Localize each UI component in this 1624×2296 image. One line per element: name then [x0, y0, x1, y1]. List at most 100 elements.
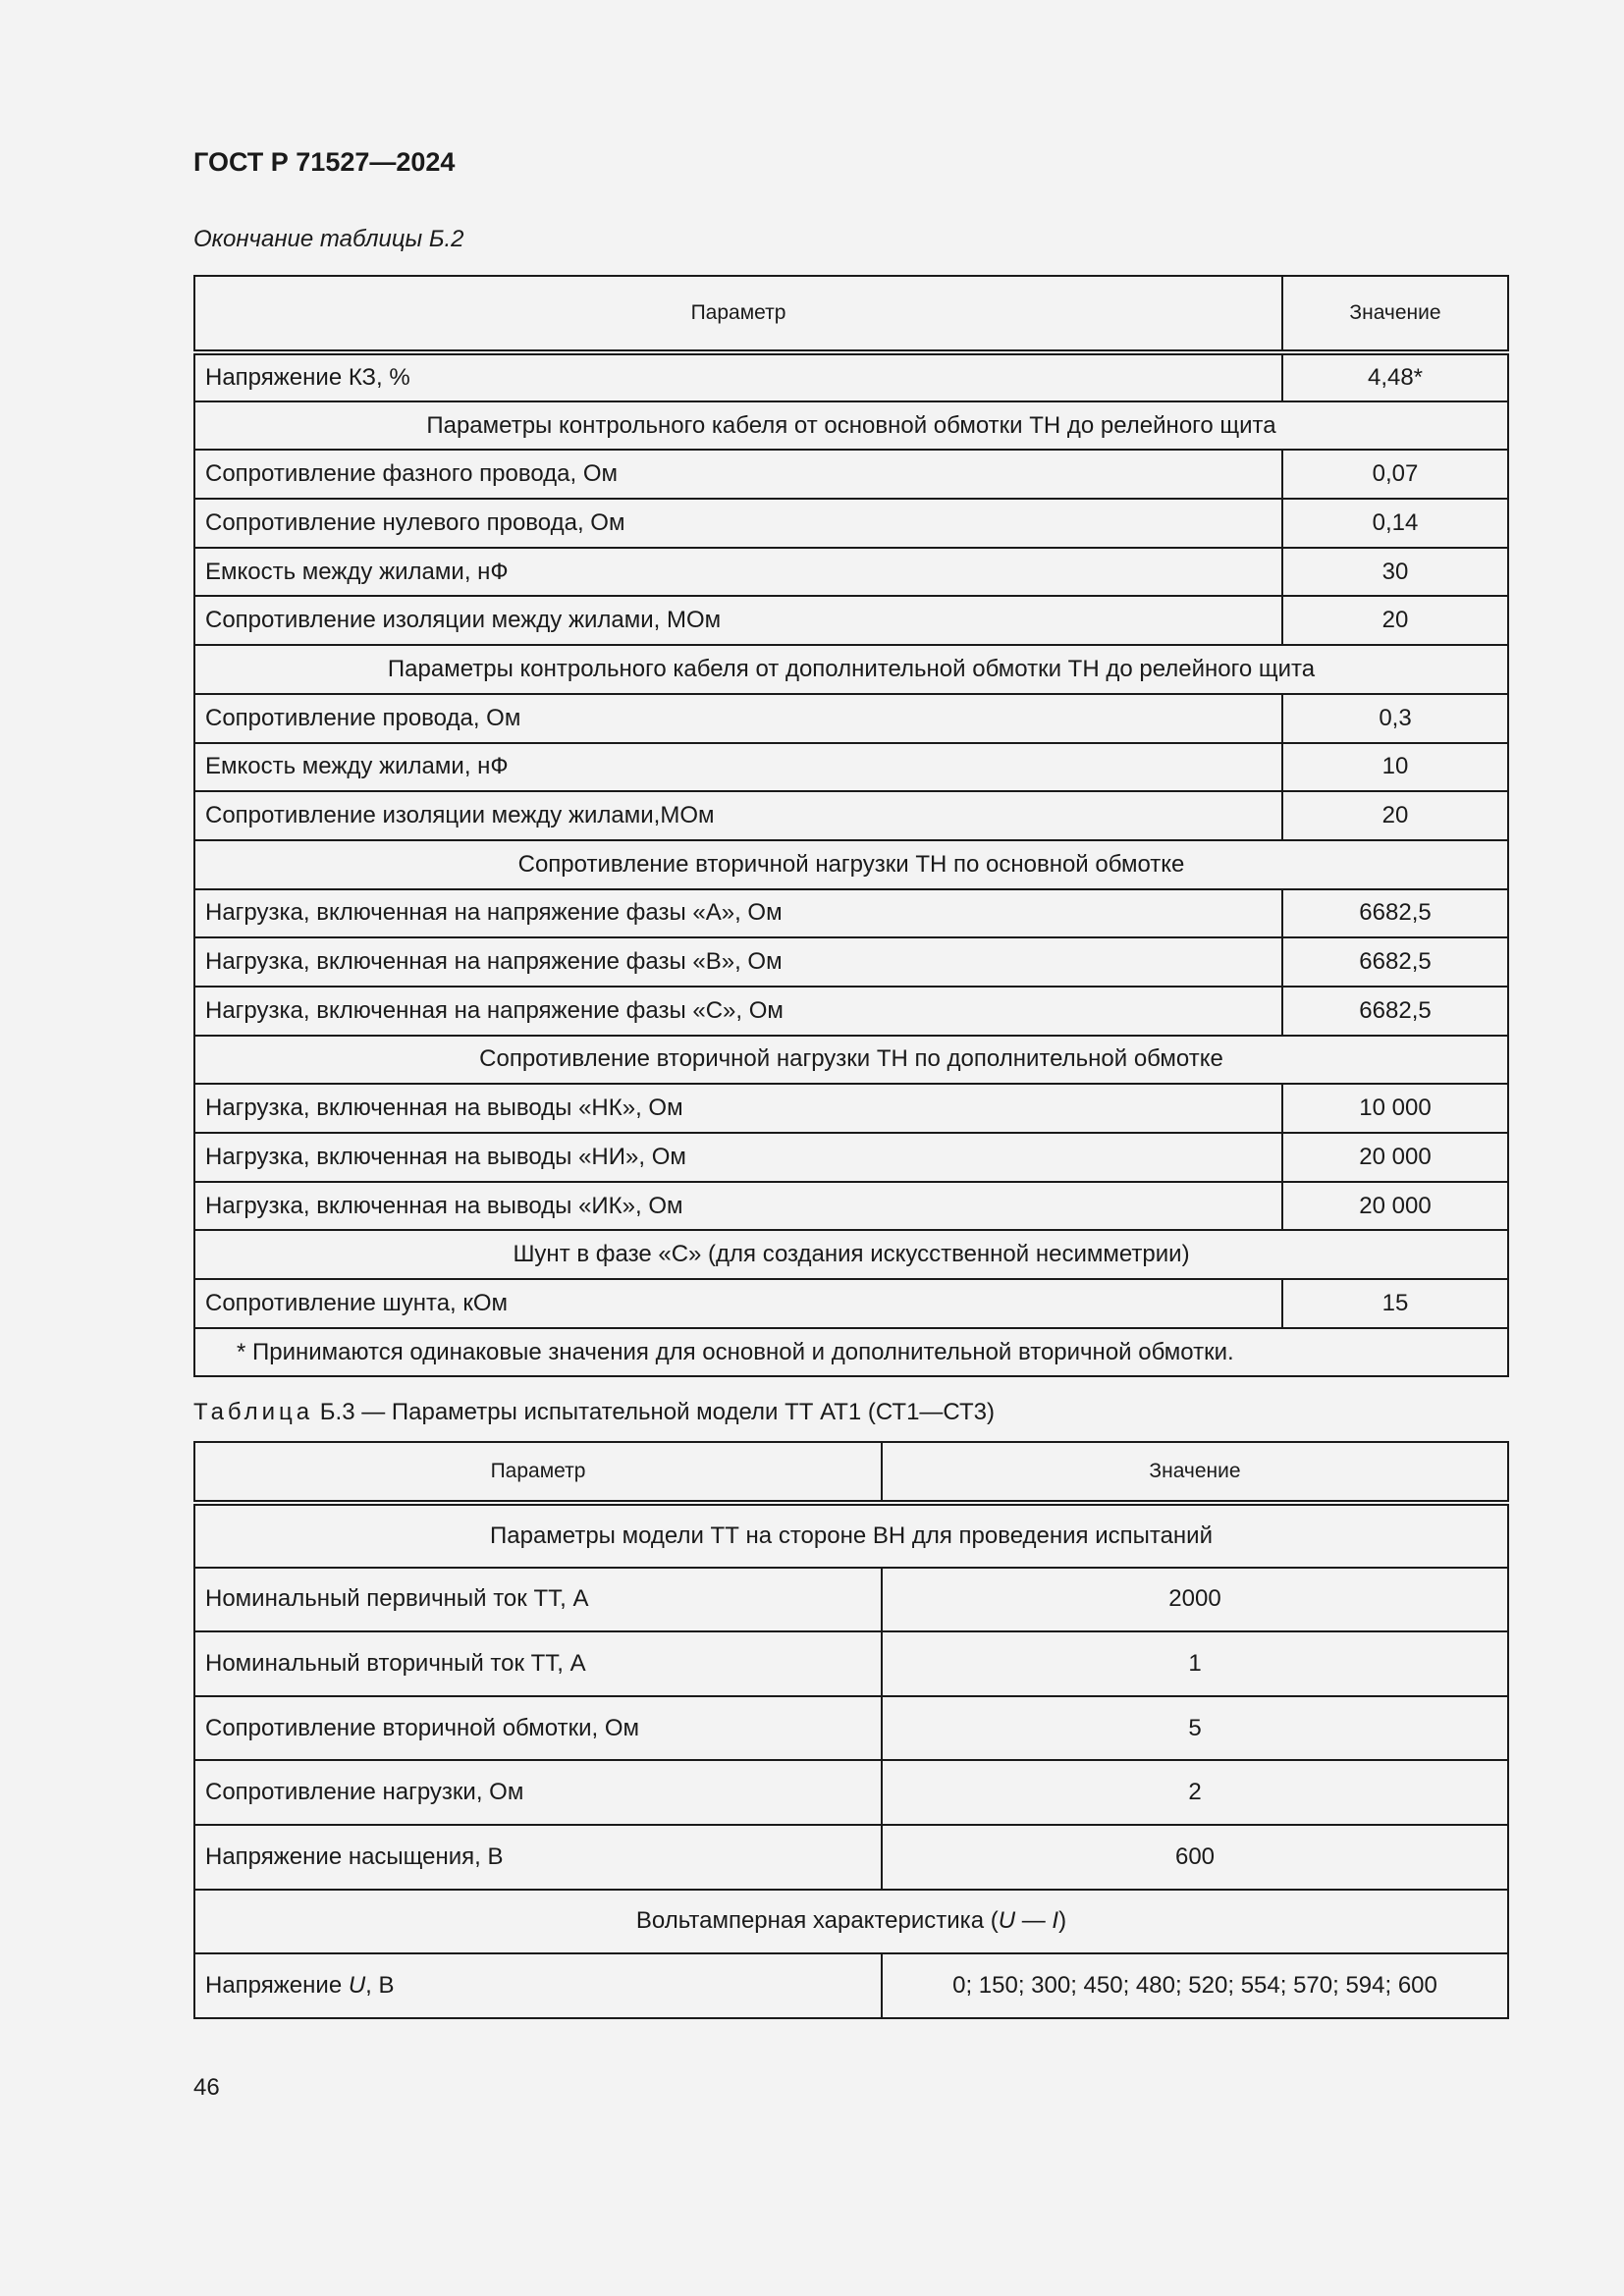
- table-row: Сопротивление нагрузки, Ом 2: [193, 1759, 1509, 1826]
- dash: —: [1015, 1907, 1053, 1935]
- param-cell: Нагрузка, включенная на выводы «НК», Ом: [193, 1083, 1283, 1134]
- param-cell: Нагрузка, включенная на напряжение фазы …: [193, 936, 1283, 988]
- value-cell: 5: [881, 1694, 1509, 1762]
- table-row: Нагрузка, включенная на напряжение фазы …: [193, 985, 1509, 1037]
- value-cell: 0,14: [1281, 498, 1509, 549]
- table-row: Сопротивление вторичной обмотки, Ом 5: [193, 1694, 1509, 1762]
- section-row: Параметры контрольного кабеля от основно…: [193, 400, 1509, 452]
- section-title: Сопротивление вторичной нагрузки ТН по о…: [193, 838, 1509, 890]
- param-cell: Сопротивление изоляции между жилами,МОм: [193, 790, 1283, 841]
- section-row: Сопротивление вторичной нагрузки ТН по о…: [193, 838, 1509, 890]
- table-row: Напряжение U, В 0; 150; 300; 450; 480; 5…: [193, 1952, 1509, 2019]
- value-cell: 0,3: [1281, 692, 1509, 744]
- table-row: Номинальный первичный ток ТТ, А 2000: [193, 1566, 1509, 1633]
- value-cell: 4,48*: [1281, 351, 1509, 402]
- value-cell: 20: [1281, 595, 1509, 647]
- section-text-end: ): [1058, 1907, 1067, 1935]
- table-row: Нагрузка, включенная на напряжение фазы …: [193, 936, 1509, 988]
- section-title: Параметры контрольного кабеля от дополни…: [193, 644, 1509, 695]
- param-cell: Напряжение U, В: [193, 1952, 883, 2019]
- caption-text: Б.3 — Параметры испытательной модели ТТ …: [319, 1399, 995, 1425]
- footnote-row: * Принимаются одинаковые значения для ос…: [193, 1326, 1509, 1378]
- table-row: Сопротивление фазного провода, Ом 0,07: [193, 449, 1509, 501]
- value-cell: 6682,5: [1281, 936, 1509, 988]
- table-row: Нагрузка, включенная на напряжение фазы …: [193, 887, 1509, 939]
- table-row: Сопротивление изоляции между жилами, МОм…: [193, 595, 1509, 647]
- param-cell: Номинальный первичный ток ТТ, А: [193, 1566, 883, 1633]
- param-cell: Сопротивление изоляции между жилами, МОм: [193, 595, 1283, 647]
- value-cell: 20 000: [1281, 1132, 1509, 1183]
- column-header-value: Значение: [881, 1441, 1509, 1506]
- document-title: ГОСТ Р 71527—2024: [193, 147, 456, 177]
- table-row: Сопротивление изоляции между жилами,МОм 2…: [193, 790, 1509, 841]
- value-cell: 600: [881, 1823, 1509, 1891]
- value-cell: 2000: [881, 1566, 1509, 1633]
- table-b3: Параметр Значение Параметры модели ТТ на…: [193, 1441, 1509, 2019]
- section-title: Вольтамперная характеристика (U — I): [193, 1888, 1509, 1955]
- table-continuation-caption: Окончание таблицы Б.2: [193, 226, 464, 252]
- value-cell: 6682,5: [1281, 887, 1509, 939]
- table-row: Нагрузка, включенная на выводы «НК», Ом 1…: [193, 1083, 1509, 1134]
- param-cell: Напряжение насыщения, В: [193, 1823, 883, 1891]
- symbol-i: I: [1052, 1907, 1059, 1935]
- table-row: Сопротивление провода, Ом 0,3: [193, 692, 1509, 744]
- table-row: Емкость между жилами, нФ 30: [193, 546, 1509, 598]
- table-header-row: Параметр Значение: [193, 1441, 1509, 1506]
- param-cell: Нагрузка, включенная на выводы «ИК», Ом: [193, 1180, 1283, 1232]
- table-row: Сопротивление нулевого провода, Ом 0,14: [193, 498, 1509, 549]
- table-header-row: Параметр Значение: [193, 275, 1509, 355]
- param-cell: Нагрузка, включенная на напряжение фазы …: [193, 985, 1283, 1037]
- table-row: Нагрузка, включенная на выводы «ИК», Ом 2…: [193, 1180, 1509, 1232]
- column-header-value: Значение: [1281, 275, 1509, 355]
- symbol-u: U: [348, 1971, 366, 1999]
- table-row: Напряжение насыщения, В 600: [193, 1823, 1509, 1891]
- footnote: * Принимаются одинаковые значения для ос…: [193, 1326, 1509, 1378]
- section-row: Шунт в фазе «С» (для создания искусствен…: [193, 1229, 1509, 1281]
- caption-label: Таблица: [193, 1399, 314, 1425]
- section-row: Вольтамперная характеристика (U — I): [193, 1888, 1509, 1955]
- section-title: Параметры модели ТТ на стороне ВН для пр…: [193, 1502, 1509, 1569]
- param-cell: Нагрузка, включенная на выводы «НИ», Ом: [193, 1132, 1283, 1183]
- table-row: Напряжение КЗ, % 4,48*: [193, 351, 1509, 402]
- value-cell: 15: [1281, 1278, 1509, 1329]
- param-cell: Сопротивление провода, Ом: [193, 692, 1283, 744]
- table-b2: Параметр Значение Напряжение КЗ, % 4,48* П…: [193, 275, 1509, 1378]
- value-cell: 1: [881, 1630, 1509, 1697]
- param-cell: Сопротивление фазного провода, Ом: [193, 449, 1283, 501]
- param-cell: Емкость между жилами, нФ: [193, 741, 1283, 793]
- value-cell: 30: [1281, 546, 1509, 598]
- param-text: Напряжение: [205, 1971, 349, 1999]
- param-cell: Номинальный вторичный ток ТТ, А: [193, 1630, 883, 1697]
- section-row: Параметры модели ТТ на стороне ВН для пр…: [193, 1502, 1509, 1569]
- value-cell: 20 000: [1281, 1180, 1509, 1232]
- section-title: Сопротивление вторичной нагрузки ТН по д…: [193, 1034, 1509, 1086]
- section-row: Сопротивление вторичной нагрузки ТН по д…: [193, 1034, 1509, 1086]
- table-row: Нагрузка, включенная на выводы «НИ», Ом 2…: [193, 1132, 1509, 1183]
- value-cell: 0; 150; 300; 450; 480; 520; 554; 570; 59…: [881, 1952, 1509, 2019]
- column-header-parameter: Параметр: [193, 1441, 883, 1506]
- param-unit: , В: [365, 1971, 395, 1999]
- param-cell: Сопротивление нулевого провода, Ом: [193, 498, 1283, 549]
- table-row: Сопротивление шунта, кОм 15: [193, 1278, 1509, 1329]
- param-cell: Сопротивление вторичной обмотки, Ом: [193, 1694, 883, 1762]
- table-row: Емкость между жилами, нФ 10: [193, 741, 1509, 793]
- page-number: 46: [193, 2074, 220, 2101]
- column-header-parameter: Параметр: [193, 275, 1283, 355]
- param-cell: Напряжение КЗ, %: [193, 351, 1283, 402]
- value-cell: 10: [1281, 741, 1509, 793]
- param-cell: Нагрузка, включенная на напряжение фазы …: [193, 887, 1283, 939]
- param-cell: Сопротивление шунта, кОм: [193, 1278, 1283, 1329]
- section-title: Параметры контрольного кабеля от основно…: [193, 400, 1509, 452]
- param-cell: Сопротивление нагрузки, Ом: [193, 1759, 883, 1826]
- param-cell: Емкость между жилами, нФ: [193, 546, 1283, 598]
- value-cell: 0,07: [1281, 449, 1509, 501]
- table-b3-caption: Таблица Б.3 — Параметры испытательной мо…: [193, 1399, 995, 1426]
- section-row: Параметры контрольного кабеля от дополни…: [193, 644, 1509, 695]
- value-cell: 10 000: [1281, 1083, 1509, 1134]
- value-cell: 2: [881, 1759, 1509, 1826]
- symbol-u: U: [998, 1907, 1016, 1935]
- value-cell: 20: [1281, 790, 1509, 841]
- section-text: Вольтамперная характеристика (: [635, 1907, 999, 1935]
- value-cell: 6682,5: [1281, 985, 1509, 1037]
